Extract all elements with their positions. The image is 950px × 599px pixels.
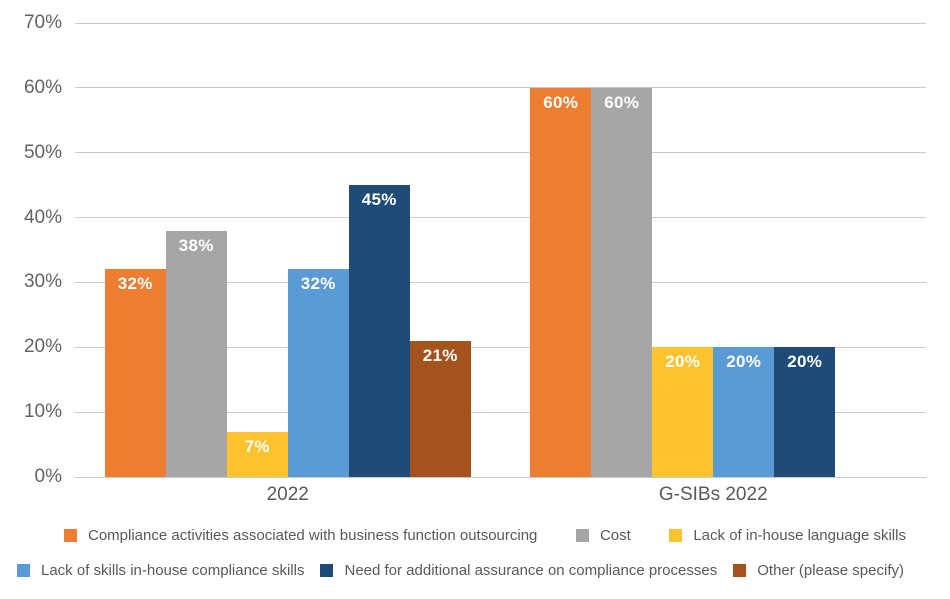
- bar-value-label: 7%: [244, 436, 270, 456]
- x-category-label: 2022: [266, 484, 309, 505]
- bar: 32%: [104, 269, 166, 477]
- legend-item: Need for additional assurance on complia…: [320, 562, 717, 579]
- gridline: [75, 217, 926, 219]
- bar: 38%: [165, 230, 227, 477]
- legend-row: Compliance activities associated with bu…: [0, 527, 950, 544]
- bar-slot: 32%: [104, 23, 166, 477]
- bar-slot: 60%: [591, 23, 653, 477]
- gridline: [75, 281, 926, 283]
- y-tick-label: 0%: [34, 466, 62, 487]
- bar-value-label: 21%: [422, 345, 458, 365]
- y-tick-label: 30%: [23, 271, 62, 293]
- legend-swatch-icon: [64, 529, 77, 542]
- legend-label: Compliance activities associated with bu…: [88, 527, 538, 544]
- bar-value-label: 38%: [178, 235, 214, 255]
- legend-swatch-icon: [17, 564, 30, 577]
- bar-value-label: 32%: [300, 274, 336, 294]
- bar-value-label: 32%: [117, 274, 153, 294]
- bar: 32%: [287, 269, 349, 477]
- legend-label: Lack of in-house language skills: [693, 527, 906, 544]
- y-axis: 0% 10% 20% 30% 40% 50% 60% 70%: [0, 12, 62, 487]
- bar-slot: 32%: [287, 23, 349, 477]
- legend-label: Need for additional assurance on complia…: [344, 562, 718, 579]
- gridline: [75, 87, 926, 89]
- bar: 7%: [226, 431, 288, 477]
- bar-slot: [835, 23, 896, 477]
- legend-label: Lack of skills in-house compliance skill…: [41, 562, 305, 579]
- bar-value-label: 45%: [361, 190, 397, 210]
- x-axis: 2022 G-SIBs 2022: [75, 484, 926, 510]
- legend-item: Other (please specify): [733, 562, 904, 579]
- legend-swatch-icon: [669, 529, 683, 542]
- bar-group: 60% 60% 20% 20% 20%: [530, 23, 896, 477]
- bar-slot: 60%: [530, 23, 592, 477]
- legend-item: Cost: [575, 527, 631, 544]
- legend-swatch-icon: [320, 564, 334, 577]
- legend-row: Lack of skills in-house compliance skill…: [0, 562, 950, 579]
- gridline: [75, 22, 926, 24]
- gridline: [75, 411, 926, 413]
- gridline: [75, 152, 926, 154]
- bar-slot: 7%: [226, 23, 288, 477]
- legend-swatch-icon: [733, 564, 747, 577]
- bar: 20%: [652, 347, 714, 477]
- bar: 60%: [530, 87, 592, 477]
- legend-item: Lack of in-house language skills: [669, 527, 906, 544]
- y-tick-label: 40%: [23, 206, 62, 228]
- bar-slot: 20%: [652, 23, 714, 477]
- gridline: [75, 476, 926, 478]
- bar: 20%: [713, 347, 775, 477]
- bar-value-label: 20%: [726, 352, 762, 372]
- legend-label: Other (please specify): [757, 562, 904, 579]
- bar: 45%: [348, 185, 410, 477]
- bar-slot: 38%: [165, 23, 227, 477]
- bar-group: 32% 38% 7% 32% 45% 21%: [104, 23, 471, 477]
- y-tick-label: 20%: [23, 336, 62, 358]
- legend-item: Lack of skills in-house compliance skill…: [17, 562, 304, 579]
- bar-value-label: 60%: [543, 92, 579, 112]
- bar: 60%: [591, 87, 653, 477]
- y-tick-label: 10%: [23, 401, 62, 423]
- legend-label: Cost: [599, 527, 631, 544]
- y-tick-label: 50%: [23, 141, 62, 163]
- gridline: [75, 346, 926, 348]
- legend-item: Compliance activities associated with bu…: [64, 527, 537, 544]
- x-category-label: G-SIBs 2022: [658, 484, 768, 505]
- bar-slot: 21%: [409, 23, 471, 477]
- bar: 20%: [774, 347, 836, 477]
- bar-slot: 20%: [774, 23, 836, 477]
- plot-area: 32% 38% 7% 32% 45% 21% 60% 60% 20% 20% 20%: [75, 22, 926, 478]
- y-tick-label: 60%: [23, 76, 62, 98]
- bar-slot: 45%: [348, 23, 410, 477]
- bar: 21%: [409, 340, 471, 477]
- bar-value-label: 20%: [665, 352, 701, 372]
- bar-value-label: 60%: [604, 92, 640, 112]
- legend-swatch-icon: [575, 529, 589, 542]
- y-tick-label: 70%: [23, 12, 62, 33]
- bar-value-label: 20%: [787, 352, 823, 372]
- bar-slot: 20%: [713, 23, 775, 477]
